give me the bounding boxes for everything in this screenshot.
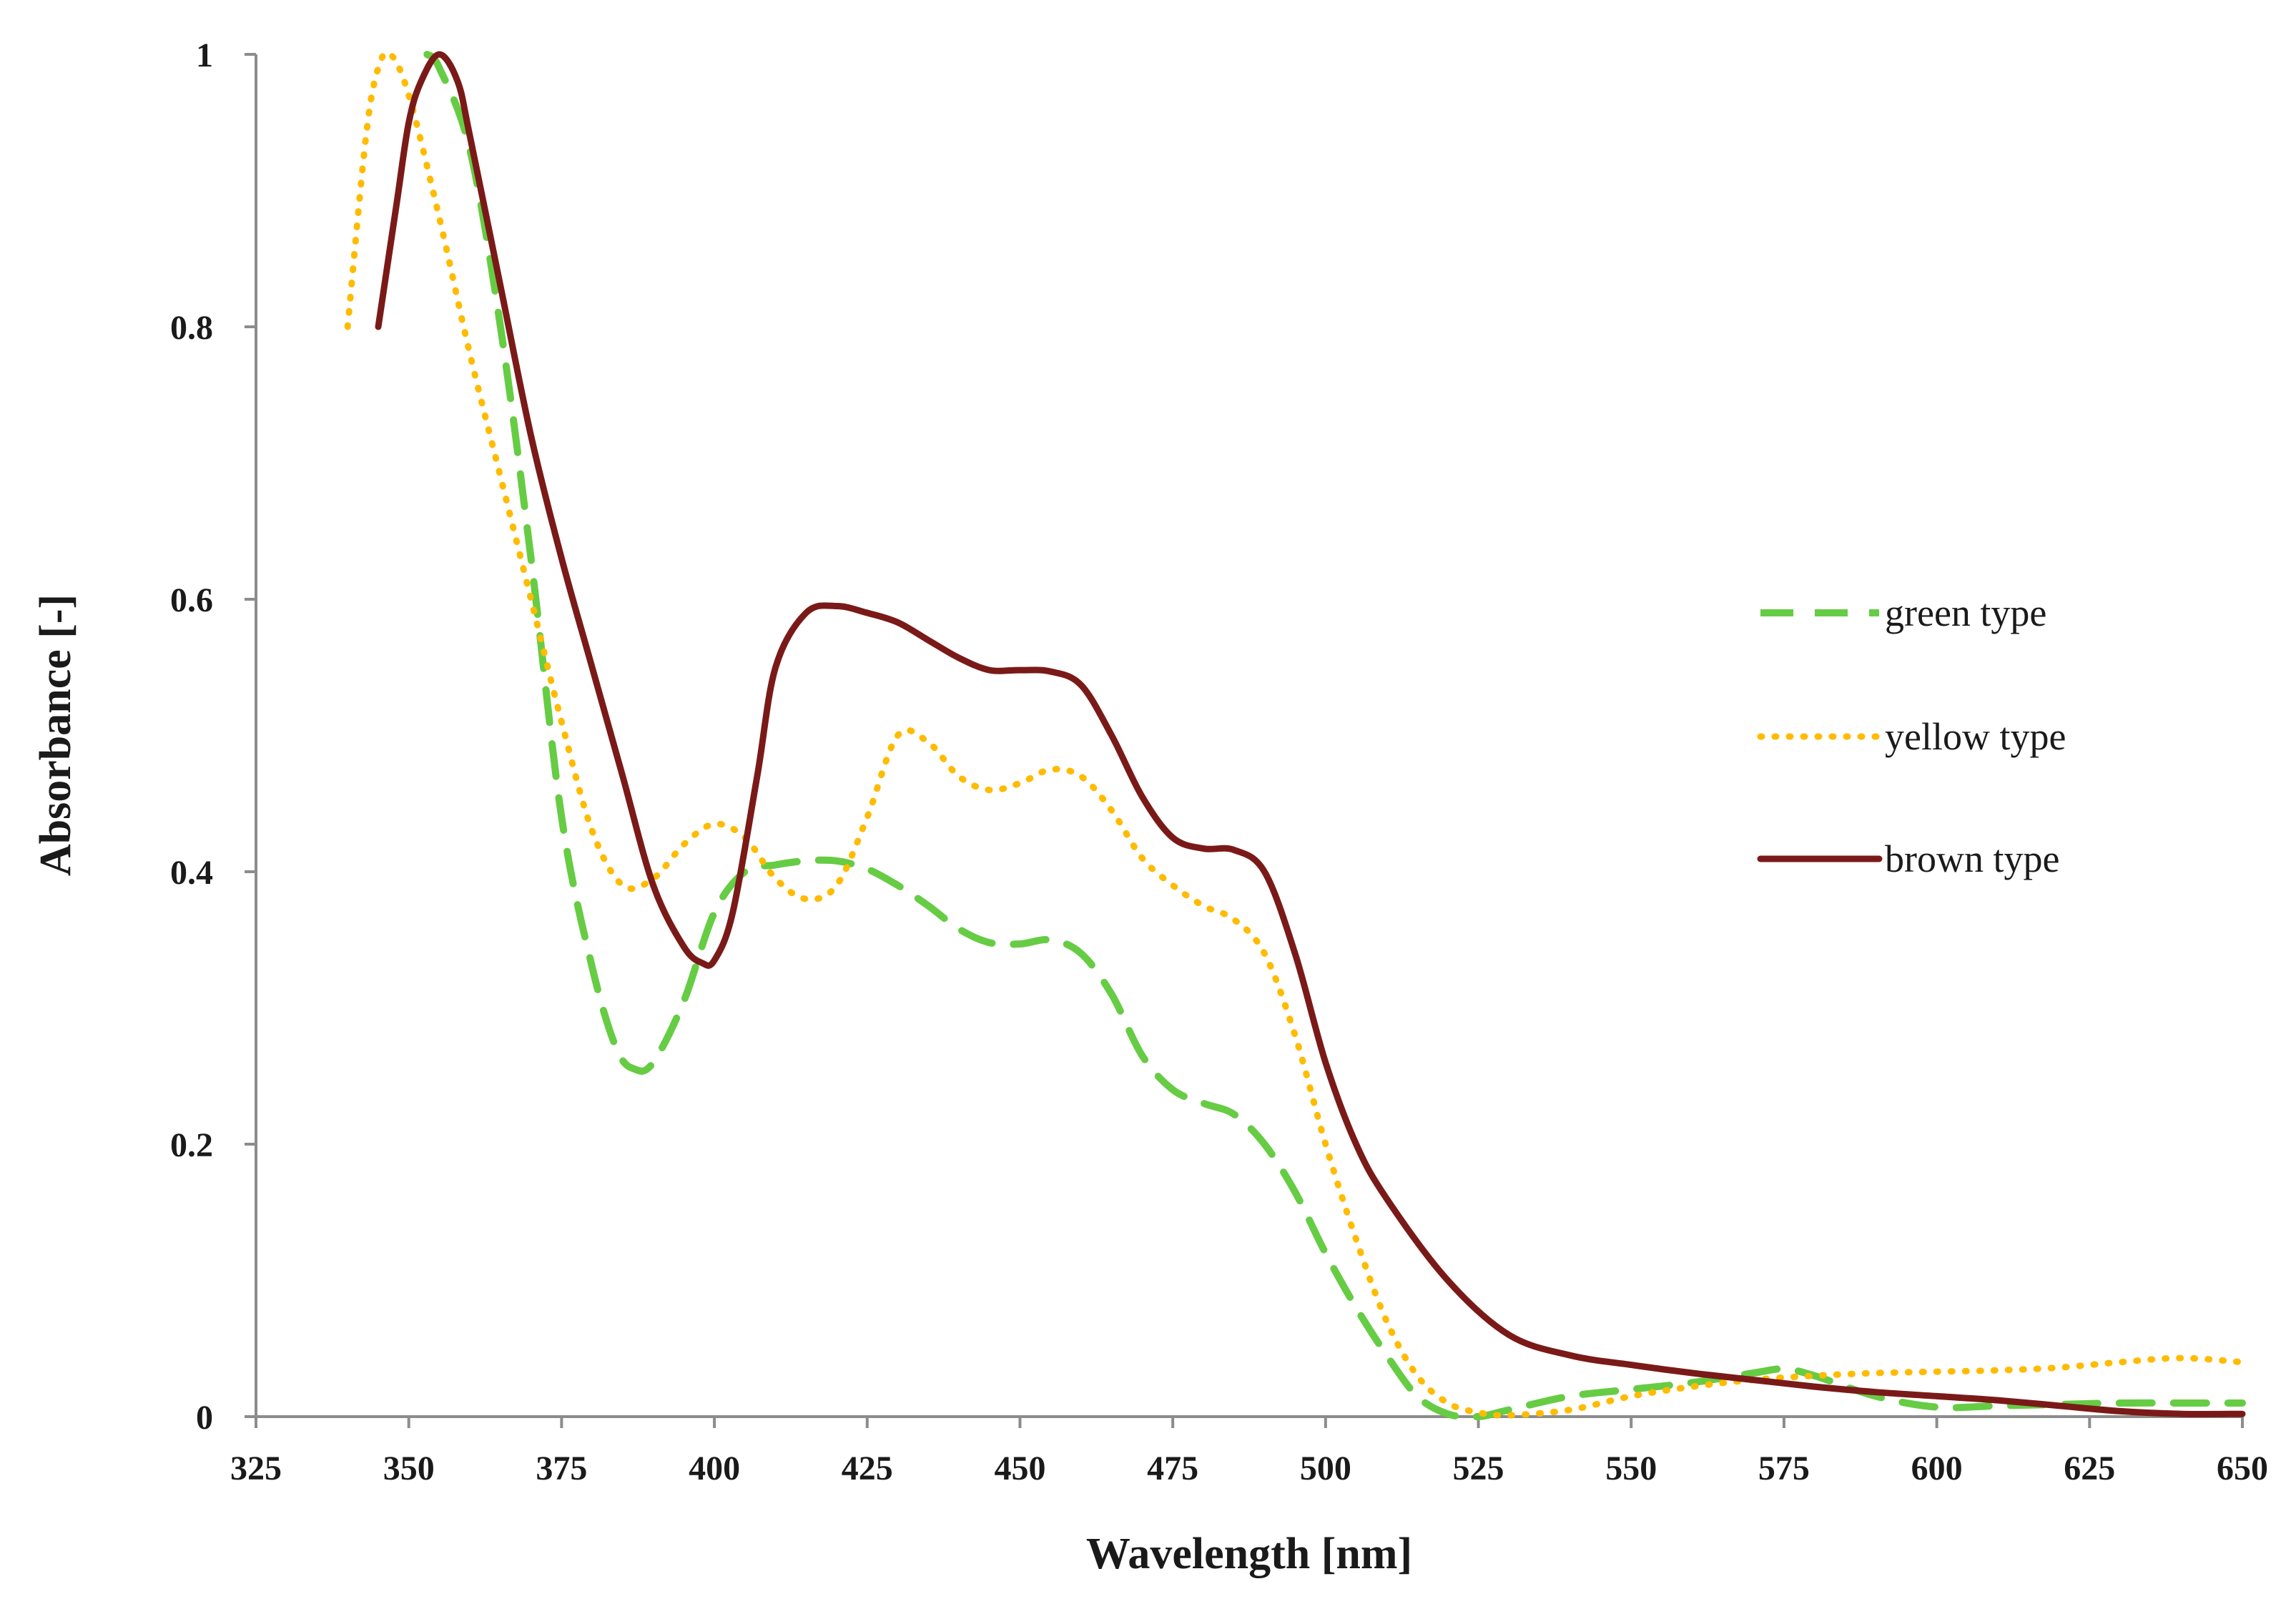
x-tick-label: 500 [1300,1450,1351,1487]
x-tick-label: 625 [2064,1450,2115,1487]
x-tick-label: 650 [2217,1450,2268,1487]
y-tick-labels: 0 0.2 0.4 0.6 0.8 1 [170,36,213,1437]
axes [255,54,2242,1418]
y-tick-label: 0.8 [170,309,213,347]
x-tick-label: 575 [1758,1450,1810,1487]
y-tick-label: 0.2 [170,1126,213,1164]
x-tick-label: 400 [689,1450,740,1487]
x-tick-label: 425 [842,1450,893,1487]
legend-label-yellow-type: yellow type [1885,715,2066,758]
x-tick-label: 550 [1605,1450,1657,1487]
x-tick-label: 375 [536,1450,587,1487]
x-tick-labels: 325 350 375 400 425 450 475 500 525 550 575 600 625 6… [230,1450,2268,1487]
series-brown-type [375,51,2246,1417]
series-yellow-type [344,49,2246,1419]
x-tick-label: 325 [230,1450,282,1487]
y-tick-label: 0.6 [170,581,213,619]
y-axis-title: Absorbance [-] [31,594,80,876]
series-lines [344,49,2246,1421]
y-tick-label: 0.4 [170,854,213,892]
y-tick-label: 0 [196,1399,213,1437]
legend-label-green-type: green type [1885,591,2046,634]
x-tick-label: 525 [1453,1450,1504,1487]
x-tick-label: 475 [1147,1450,1198,1487]
x-tick-label: 450 [994,1450,1045,1487]
legend-label-brown-type: brown type [1885,837,2059,880]
y-tick-label: 1 [196,36,213,74]
x-tick-label: 350 [383,1450,435,1487]
series-green-type [423,51,2246,1421]
x-axis-title: Wavelength [nm] [1086,1530,1412,1578]
x-tick-label: 600 [1911,1450,1963,1487]
legend: green type yellow type brown type [1757,591,2066,880]
